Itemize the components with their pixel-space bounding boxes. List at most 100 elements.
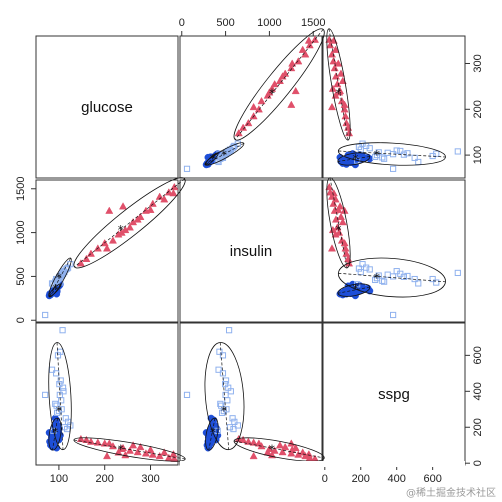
point-triangle [76, 434, 85, 443]
ellipse-major-axis [48, 283, 62, 297]
point-triangle [249, 451, 258, 460]
ellipse-major-axis [52, 418, 58, 451]
point-triangle [329, 57, 338, 65]
point-square [454, 148, 461, 155]
point-square [230, 425, 237, 433]
point-square [390, 273, 397, 280]
point-triangle [278, 447, 287, 456]
ellipse-major-axis [208, 418, 216, 451]
centroid-marker: * [210, 152, 216, 166]
point-triangle [275, 441, 284, 449]
point-triangle [146, 205, 155, 213]
point-square [218, 402, 225, 409]
point-square [64, 425, 71, 433]
top-tick-label-insulin: 0 [179, 17, 185, 29]
point-square [400, 151, 407, 158]
point-triangle [160, 195, 169, 203]
point-square [429, 275, 436, 283]
point-square [225, 327, 233, 334]
centroid-marker: * [335, 86, 341, 100]
point-square [404, 272, 411, 280]
point-square [372, 153, 379, 161]
point-triangle [129, 441, 138, 449]
bottom-tick-label-sspg: 400 [388, 473, 406, 485]
point-triangle [119, 443, 128, 452]
point-triangle [325, 182, 334, 191]
point-triangle [254, 105, 263, 113]
point-square [355, 265, 363, 272]
point-square [217, 400, 224, 407]
point-square [379, 277, 386, 284]
point-triangle [327, 102, 337, 111]
point-square [229, 415, 236, 422]
point-triangle [76, 259, 85, 267]
point-triangle [82, 435, 91, 443]
bottom-tick-label-sspg: 200 [352, 473, 370, 485]
point-circle [53, 444, 61, 452]
point-triangle [244, 118, 253, 127]
point-square [381, 278, 388, 285]
point-square [231, 418, 238, 425]
centroid-marker: * [52, 426, 58, 440]
point-triangle [129, 217, 138, 226]
point-triangle [291, 86, 300, 95]
point-triangle [331, 45, 340, 53]
point-triangle [305, 41, 314, 49]
point-square [433, 150, 440, 157]
point-square [56, 381, 63, 388]
point-triangle [141, 449, 150, 457]
point-square [454, 269, 461, 277]
point-square [42, 391, 49, 398]
point-triangle [287, 63, 296, 72]
point-triangle [304, 36, 313, 44]
point-triangle [336, 212, 345, 220]
point-triangle [275, 76, 284, 85]
ellipse-major-axis [219, 342, 230, 450]
point-square [372, 276, 379, 284]
panel-glucose-glucose [35, 35, 179, 179]
panel-insulin-insulin [179, 179, 323, 323]
ellipse-major-axis [234, 29, 324, 140]
point-square [53, 402, 60, 409]
right-tick-label-sspg_right: 100 [472, 146, 484, 164]
point-triangle [288, 59, 297, 67]
point-square [379, 154, 386, 161]
centroid-marker: * [269, 86, 275, 100]
ellipse-major-axis [205, 152, 219, 166]
point-triangle [114, 448, 123, 456]
point-square [357, 268, 364, 276]
point-circle [345, 157, 353, 165]
point-square [53, 409, 61, 416]
left-tick-label-insulin: 1500 [15, 177, 27, 201]
point-triangle [136, 212, 145, 220]
diagonal-label-sspg: sspg [378, 386, 410, 403]
point-circle [206, 435, 214, 443]
point-square [366, 266, 373, 273]
point-triangle [108, 236, 117, 244]
right-tick-label-sspg: 200 [472, 418, 484, 436]
point-triangle [148, 450, 157, 458]
point-square [397, 147, 404, 155]
point-triangle [291, 443, 300, 452]
point-square [384, 271, 391, 278]
point-triangle [298, 448, 307, 456]
point-square [57, 348, 64, 355]
point-square [58, 406, 65, 413]
point-triangle [287, 100, 296, 108]
point-square [59, 270, 67, 277]
centroid-marker: * [56, 404, 62, 418]
point-triangle [338, 217, 347, 226]
top-tick-label-insulin: 1500 [301, 17, 325, 29]
point-square [219, 352, 227, 359]
centroid-marker: * [374, 148, 380, 162]
point-triangle [146, 445, 155, 453]
point-square [384, 149, 391, 156]
centroid-marker: * [335, 223, 341, 237]
point-triangle [125, 223, 134, 231]
point-square [393, 147, 400, 154]
point-square [225, 384, 232, 391]
point-triangle [341, 112, 350, 120]
point-circle [49, 435, 57, 443]
panel-insulin-glucose [35, 179, 179, 323]
